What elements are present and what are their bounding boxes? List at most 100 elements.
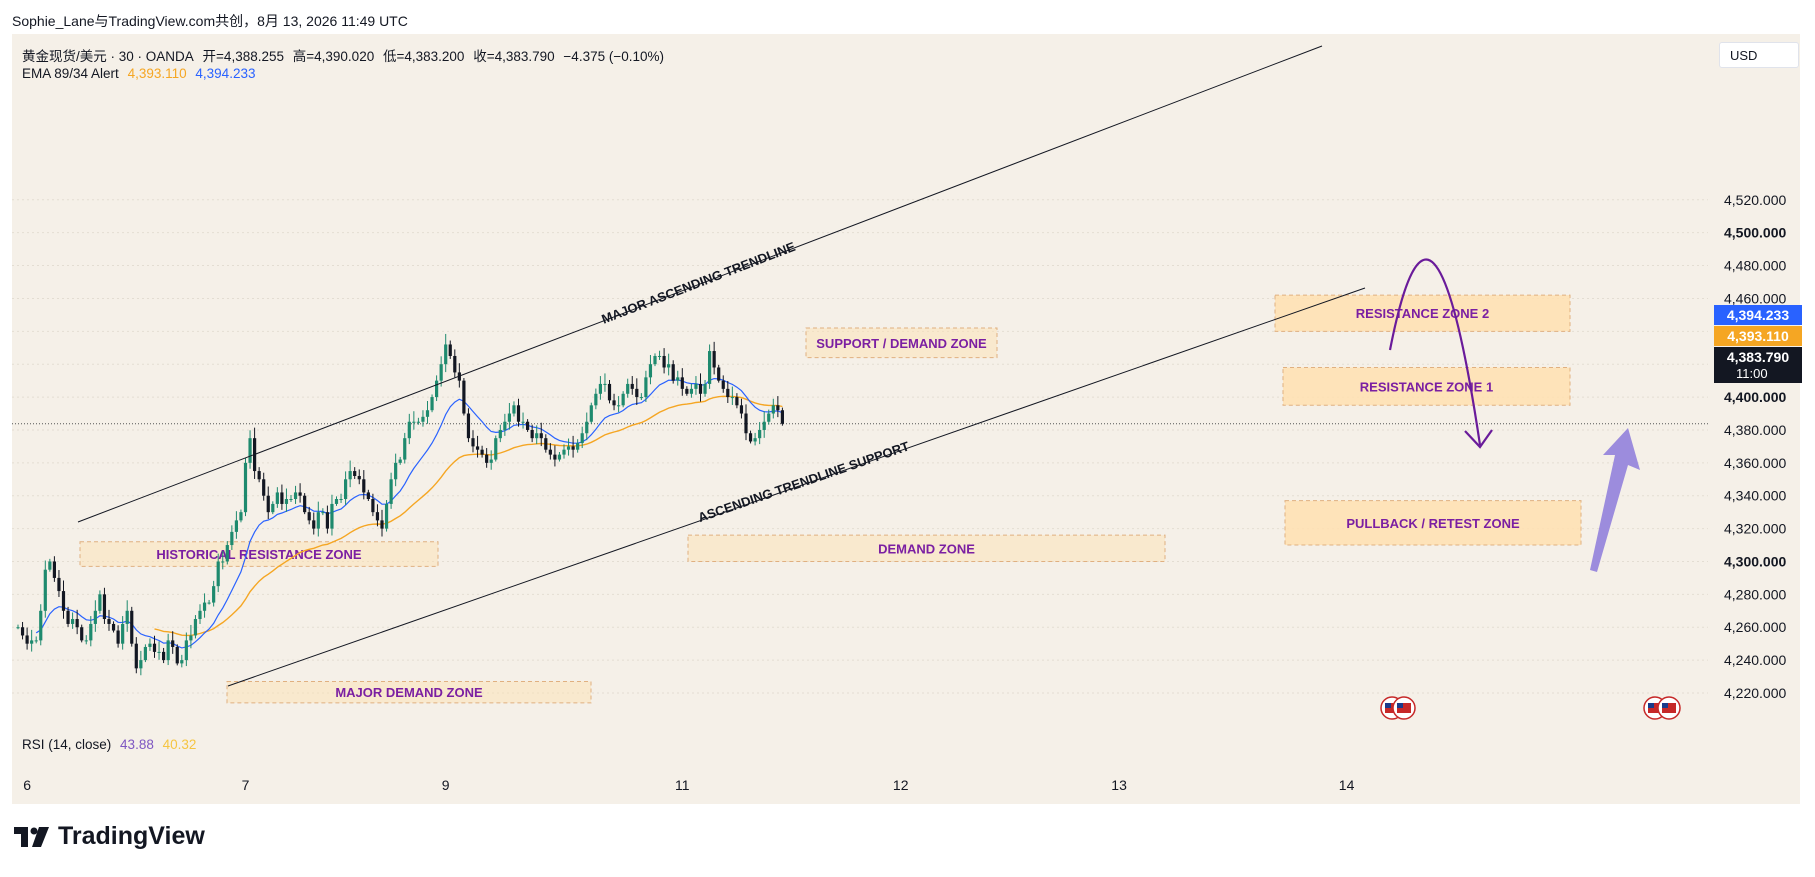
candle bbox=[157, 651, 161, 653]
x-tick-label: 12 bbox=[893, 777, 909, 793]
zone-rect bbox=[805, 327, 998, 359]
candle bbox=[121, 623, 125, 644]
candle bbox=[316, 512, 320, 529]
price-axis-label bbox=[1714, 326, 1802, 346]
candle bbox=[653, 355, 657, 365]
candle bbox=[739, 405, 744, 414]
candle bbox=[107, 619, 111, 624]
candle bbox=[471, 438, 475, 447]
candle bbox=[498, 429, 502, 439]
candle bbox=[776, 405, 780, 411]
candle bbox=[271, 503, 275, 513]
zone-rect bbox=[79, 541, 439, 567]
candle bbox=[453, 355, 457, 373]
zone-label: SUPPORT / DEMAND ZONE bbox=[816, 336, 987, 351]
candle bbox=[767, 413, 771, 422]
candle bbox=[312, 520, 316, 529]
candle bbox=[289, 499, 293, 501]
candle bbox=[43, 569, 47, 611]
us-event-flag-canton bbox=[1397, 703, 1403, 708]
candle bbox=[330, 503, 334, 529]
candle bbox=[143, 646, 147, 661]
candle bbox=[526, 421, 530, 430]
price-axis-label-text: 4,394.233 bbox=[1727, 307, 1789, 323]
zone-rect bbox=[1274, 294, 1571, 332]
candle bbox=[184, 640, 188, 661]
candle bbox=[221, 561, 225, 563]
candle bbox=[171, 640, 175, 647]
candle bbox=[635, 388, 639, 398]
trendline-major bbox=[77, 45, 1323, 523]
candle bbox=[371, 499, 375, 513]
candle bbox=[644, 377, 648, 398]
candle bbox=[694, 383, 698, 389]
zone-rect bbox=[687, 534, 1166, 562]
x-tick-label: 11 bbox=[675, 777, 690, 793]
candle bbox=[57, 577, 61, 592]
candle bbox=[366, 492, 370, 500]
candle bbox=[639, 397, 643, 399]
projection-arrow bbox=[1388, 258, 1482, 446]
candle bbox=[758, 429, 762, 439]
candle bbox=[735, 397, 739, 406]
candle bbox=[425, 410, 430, 417]
candle bbox=[717, 367, 721, 381]
candle bbox=[748, 433, 753, 442]
candle bbox=[353, 471, 357, 476]
price-axis-bg bbox=[1708, 34, 1800, 804]
candle bbox=[589, 405, 593, 422]
candle bbox=[566, 446, 571, 450]
candle bbox=[594, 393, 598, 406]
candle bbox=[416, 421, 420, 423]
candle bbox=[66, 610, 70, 624]
candle bbox=[75, 619, 79, 628]
zone-label: RESISTANCE ZONE 2 bbox=[1356, 306, 1489, 321]
ema-slow-line bbox=[154, 395, 783, 637]
ema-legend[interactable]: EMA 89/34 Alert 4,393.110 4,394.233 bbox=[22, 66, 255, 81]
rsi-value-2: 40.32 bbox=[162, 737, 197, 752]
us-event-flag-stripe bbox=[1662, 703, 1676, 713]
close-value: 收=4,383.790 bbox=[473, 49, 555, 64]
candle bbox=[439, 364, 443, 381]
us-event-flag-canton bbox=[1648, 703, 1654, 708]
rsi-label: RSI (14, close) bbox=[22, 737, 112, 752]
candle bbox=[762, 421, 766, 430]
candle bbox=[152, 643, 157, 652]
y-tick-label: 4,300.000 bbox=[1724, 553, 1786, 569]
candle bbox=[125, 610, 129, 624]
price-axis-label-time: 11:00 bbox=[1736, 366, 1768, 381]
candle bbox=[325, 512, 329, 529]
candle bbox=[293, 492, 298, 500]
candle bbox=[307, 512, 311, 521]
candle bbox=[780, 410, 784, 424]
candle bbox=[671, 364, 675, 381]
candle bbox=[576, 443, 580, 450]
candle bbox=[571, 446, 575, 450]
symbol-label[interactable]: 黄金现货/美元 · 30 · OANDA bbox=[22, 49, 194, 64]
annotation-zones: RESISTANCE ZONE 2 RESISTANCE ZONE 1 SUPPOR… bbox=[79, 294, 1582, 704]
rsi-legend[interactable]: RSI (14, close) 43.88 40.32 bbox=[22, 737, 196, 752]
candle bbox=[375, 512, 380, 521]
ema-label: EMA 89/34 Alert bbox=[22, 66, 119, 81]
candle bbox=[162, 651, 166, 661]
candle bbox=[30, 640, 34, 644]
bullish-arrow bbox=[1590, 428, 1640, 572]
candle bbox=[93, 610, 97, 624]
tradingview-logo[interactable]: TradingView bbox=[14, 822, 205, 851]
candle bbox=[412, 421, 416, 423]
candle bbox=[398, 459, 402, 463]
price-axis-label bbox=[1714, 305, 1802, 325]
candle bbox=[39, 610, 43, 641]
price-axis-label-text: 4,383.790 bbox=[1727, 349, 1789, 365]
candle bbox=[344, 479, 348, 500]
time-axis-bg bbox=[12, 766, 1708, 804]
currency-selector[interactable]: USD bbox=[1719, 42, 1799, 68]
change-value: −4.375 (−0.10%) bbox=[563, 49, 664, 64]
candle bbox=[216, 561, 220, 587]
candle bbox=[243, 462, 248, 513]
candle bbox=[403, 438, 407, 460]
ohlc-legend: 黄金现货/美元 · 30 · OANDA 开=4,388.255 高=4,390… bbox=[22, 45, 669, 65]
candle bbox=[212, 586, 216, 603]
y-tick-label: 4,320.000 bbox=[1724, 521, 1786, 537]
